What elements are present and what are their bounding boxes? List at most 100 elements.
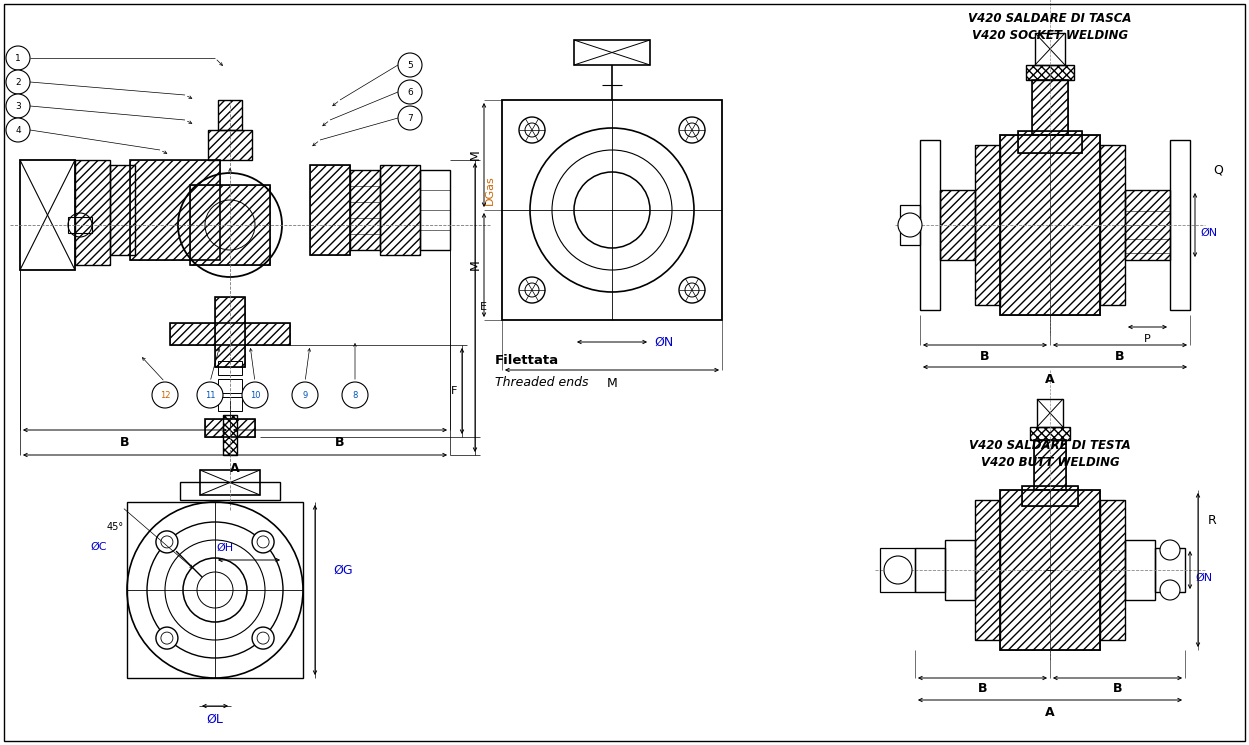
Text: M: M (468, 259, 482, 270)
Text: Threaded ends: Threaded ends (495, 375, 588, 388)
Bar (1035, 33, 1065, 65)
Text: P: P (1144, 334, 1150, 344)
Text: B: B (980, 349, 989, 363)
Circle shape (520, 117, 545, 143)
Bar (1022, 486, 1078, 506)
Text: ØN: ØN (1200, 228, 1217, 238)
Text: M: M (607, 376, 617, 390)
Text: V420 SOCKET WELDING: V420 SOCKET WELDING (972, 28, 1128, 42)
Bar (350, 170, 380, 250)
Bar (1034, 440, 1065, 490)
Bar (975, 500, 1000, 640)
Bar (1000, 490, 1100, 650)
Circle shape (398, 53, 422, 77)
Bar (1000, 490, 1100, 650)
Bar (110, 165, 135, 255)
Text: 8: 8 (352, 390, 357, 399)
Bar (1018, 131, 1082, 153)
Bar (921, 140, 940, 310)
Bar (975, 145, 1000, 305)
Bar (1030, 427, 1070, 440)
Bar (75, 160, 110, 265)
Circle shape (6, 46, 30, 70)
Text: 2: 2 (15, 77, 21, 86)
Circle shape (6, 70, 30, 94)
Text: ØL: ØL (206, 712, 224, 726)
Bar (1125, 190, 1170, 260)
Bar (1032, 80, 1068, 135)
Bar (420, 170, 450, 250)
Circle shape (679, 117, 704, 143)
Bar (916, 548, 945, 592)
Circle shape (156, 627, 177, 649)
Circle shape (520, 277, 545, 303)
Bar (219, 100, 242, 130)
Bar (200, 470, 260, 495)
Text: —: — (1044, 565, 1055, 575)
Circle shape (1160, 540, 1180, 560)
Text: 6: 6 (407, 87, 413, 97)
Text: 3: 3 (15, 101, 21, 110)
Text: 11: 11 (205, 390, 215, 399)
Circle shape (252, 531, 274, 553)
Text: ØH: ØH (216, 543, 234, 553)
Bar (945, 540, 975, 600)
Bar (1037, 399, 1063, 427)
Text: 5: 5 (407, 60, 413, 69)
Text: 10: 10 (250, 390, 260, 399)
Bar (127, 502, 304, 678)
Bar (1155, 548, 1185, 592)
Bar (1022, 486, 1078, 506)
Text: M: M (468, 150, 482, 160)
Circle shape (197, 382, 224, 408)
Bar (940, 190, 975, 260)
Text: R: R (1208, 513, 1217, 527)
Bar (310, 165, 350, 255)
Bar (901, 205, 921, 245)
Bar (209, 130, 252, 160)
Bar (380, 165, 420, 255)
Bar (1100, 500, 1125, 640)
Text: Q: Q (1213, 163, 1223, 177)
Text: 7: 7 (407, 113, 413, 122)
Bar (205, 419, 255, 437)
Text: 9: 9 (302, 390, 307, 399)
Circle shape (252, 627, 274, 649)
Bar (215, 297, 245, 367)
Text: DGas: DGas (485, 175, 495, 205)
Bar (219, 361, 242, 375)
Bar (130, 160, 220, 260)
Circle shape (6, 94, 30, 118)
Text: B: B (1113, 682, 1123, 696)
Text: V420 SALDARE DI TASCA: V420 SALDARE DI TASCA (968, 11, 1132, 25)
Bar (1170, 140, 1190, 310)
Text: F: F (451, 386, 457, 396)
Bar (1100, 145, 1125, 305)
Circle shape (6, 118, 30, 142)
Text: ØN: ØN (654, 335, 673, 349)
Bar (940, 190, 975, 260)
Bar (224, 415, 237, 455)
Bar (130, 160, 220, 260)
Bar (67, 217, 92, 233)
Bar (881, 548, 916, 592)
Bar (219, 397, 242, 411)
Bar (1018, 131, 1082, 153)
Text: 1: 1 (15, 54, 21, 63)
Text: E: E (480, 302, 487, 312)
Text: A: A (230, 461, 240, 475)
Circle shape (342, 382, 368, 408)
Text: V420 SALDARE DI TESTA: V420 SALDARE DI TESTA (969, 439, 1130, 451)
Text: Filettata: Filettata (495, 353, 560, 367)
Text: B: B (335, 436, 345, 448)
Bar (110, 165, 135, 255)
Bar (1100, 500, 1125, 640)
Circle shape (1160, 580, 1180, 600)
Text: B: B (978, 682, 987, 696)
Bar (1000, 135, 1100, 315)
Text: A: A (1045, 706, 1055, 718)
Bar (215, 297, 245, 367)
Bar (219, 379, 242, 393)
Bar (190, 185, 270, 265)
Bar (1034, 440, 1065, 490)
